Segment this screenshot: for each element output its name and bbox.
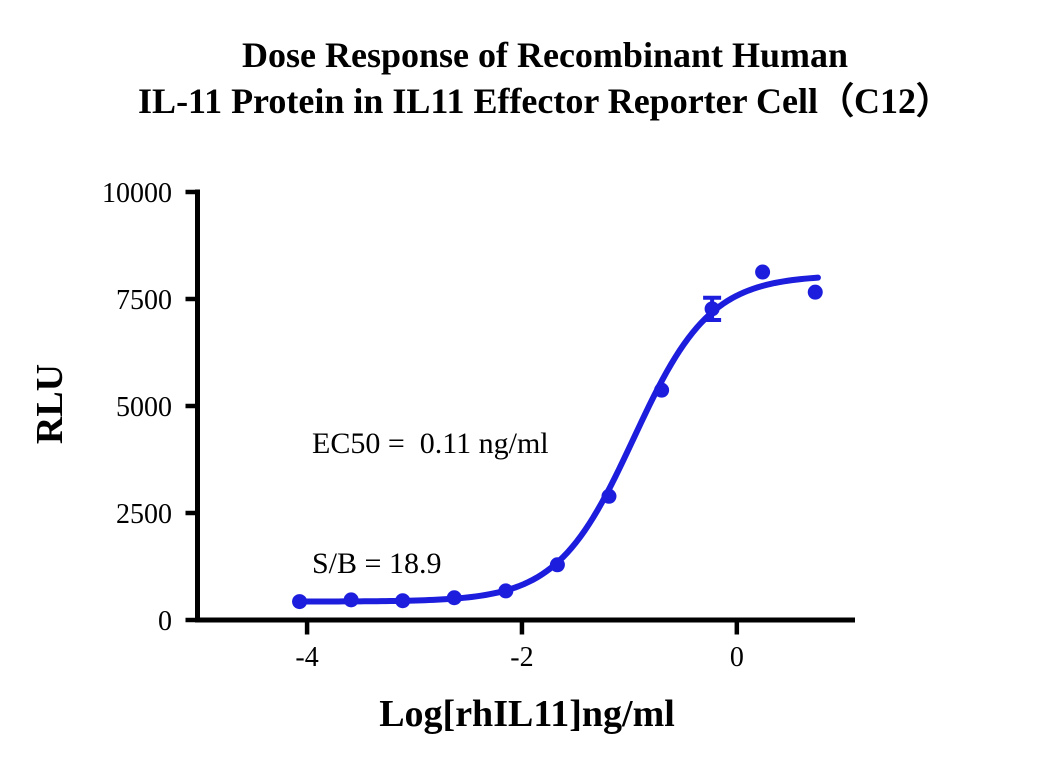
data-point bbox=[704, 301, 720, 317]
data-point bbox=[549, 557, 565, 573]
chart-title: Dose Response of Recombinant Human IL-11… bbox=[40, 32, 1050, 124]
y-tick-label: 10000 bbox=[102, 178, 172, 209]
y-tick-label: 7500 bbox=[116, 285, 172, 316]
x-axis-label: Log[rhIL11]ng/ml bbox=[379, 693, 675, 735]
y-tick-label: 0 bbox=[158, 606, 172, 637]
data-point bbox=[601, 488, 617, 504]
data-point bbox=[807, 284, 823, 300]
chart-title-line2: IL-11 Protein in IL11 Effector Reporter … bbox=[138, 81, 952, 121]
y-tick-label: 2500 bbox=[116, 499, 172, 530]
data-point bbox=[498, 583, 514, 599]
y-axis-label: RLU bbox=[29, 363, 71, 445]
x-tick-label: 0 bbox=[730, 642, 744, 673]
y-tick-label: 5000 bbox=[116, 392, 172, 423]
data-point bbox=[292, 594, 308, 610]
chart-title-line1: Dose Response of Recombinant Human bbox=[241, 35, 849, 75]
data-point bbox=[755, 264, 771, 280]
data-point bbox=[343, 592, 359, 608]
ec50-annotation: EC50 = 0.11 ng/ml bbox=[312, 427, 549, 460]
x-tick-label: -2 bbox=[510, 642, 533, 673]
annotation-block: EC50 = 0.11 ng/ml S/B = 18.9 bbox=[312, 344, 549, 664]
x-tick-label: -4 bbox=[295, 642, 318, 673]
signal-background-annotation: S/B = 18.9 bbox=[312, 547, 442, 580]
data-point bbox=[446, 590, 462, 606]
data-point bbox=[654, 382, 670, 398]
data-point bbox=[395, 593, 411, 609]
